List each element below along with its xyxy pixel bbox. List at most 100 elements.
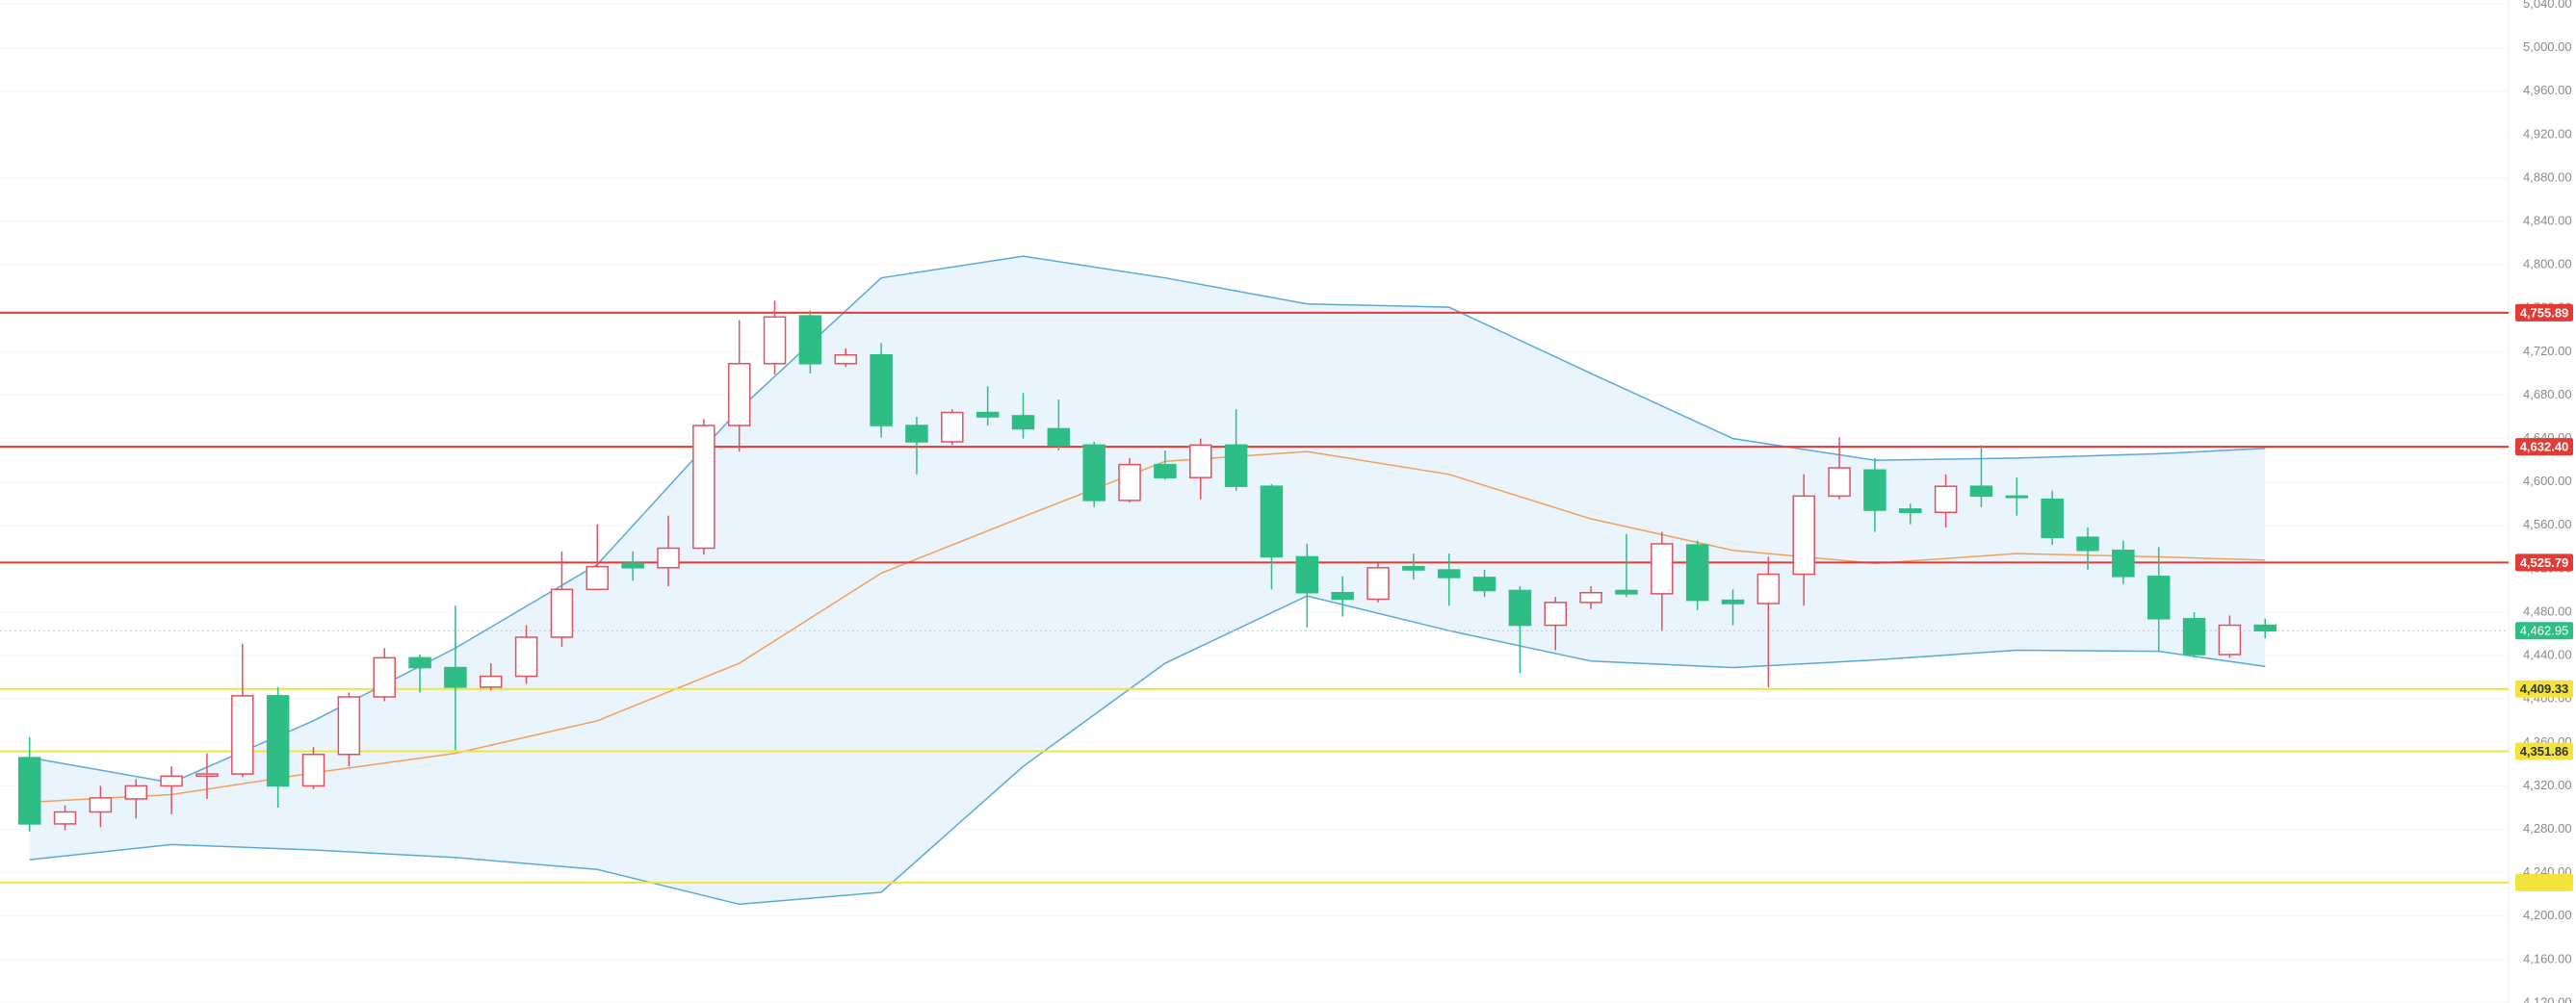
candle-body (870, 354, 893, 426)
y-tick-label: 4,280.00 (2523, 821, 2572, 836)
candle-body (692, 424, 716, 550)
y-tick-label: 5,040.00 (2523, 0, 2572, 11)
level-label: 4,632.40 (2520, 440, 2569, 454)
candle-body (1508, 589, 1532, 627)
level-label: 4,351.86 (2520, 744, 2569, 759)
candle-body (1828, 467, 1851, 498)
candle-body (941, 411, 964, 443)
band-lower (29, 595, 2266, 906)
candle-body (727, 363, 751, 426)
candle-body (1082, 444, 1106, 502)
candle-body (2041, 498, 2064, 538)
level-label-box (2515, 553, 2573, 572)
y-tick-label: 4,800.00 (2523, 257, 2572, 271)
candle-body (1402, 565, 1425, 571)
candle-body (763, 316, 787, 365)
candle-body (160, 775, 183, 787)
candle-body (444, 666, 467, 688)
candle-body (195, 773, 219, 778)
candle-body (1792, 495, 1815, 576)
y-tick-label: 4,480.00 (2523, 604, 2572, 618)
level-label-box (2515, 742, 2573, 760)
candle-body (1260, 485, 1284, 558)
y-tick-label: 4,960.00 (2523, 83, 2572, 97)
candle-body (1472, 577, 1496, 592)
level-label-box (2515, 873, 2573, 891)
y-tick-label: 4,920.00 (2523, 126, 2572, 141)
candle-body (2182, 618, 2206, 656)
candle-body (1544, 602, 1567, 627)
candle-body (514, 636, 538, 678)
candle-body (2112, 549, 2135, 578)
level-label-box (2515, 438, 2573, 456)
candle-body (1651, 543, 1674, 595)
y-tick-label: 4,880.00 (2523, 169, 2572, 184)
y-tick-label: 4,600.00 (2523, 474, 2572, 488)
candle-body (2253, 624, 2277, 631)
candle-body (231, 695, 254, 775)
candle-body (53, 810, 77, 825)
candle-body (1011, 415, 1035, 430)
candle-body (585, 565, 610, 591)
band-fill (29, 256, 2266, 905)
candle-body (621, 562, 644, 569)
candle-body (17, 757, 41, 825)
candle-body (1579, 591, 1602, 604)
candle-body (1366, 567, 1390, 601)
candle-body (2218, 624, 2242, 656)
level-label-box (2515, 303, 2573, 321)
candle-body (266, 695, 290, 787)
candle-body (1756, 573, 1781, 604)
candle-body (834, 354, 857, 365)
candle-body (1721, 599, 1745, 604)
y-tick-label: 4,680.00 (2523, 387, 2572, 401)
y-tick-label: 4,720.00 (2523, 344, 2572, 358)
y-tick-label: 4,160.00 (2523, 951, 2572, 965)
y-tick-label: 4,120.00 (2523, 994, 2572, 1003)
last-price-label: 4,462.95 (2520, 624, 2569, 638)
y-tick-label: 4,840.00 (2523, 213, 2572, 227)
candle-body (1863, 469, 1886, 511)
candle-body (373, 656, 396, 698)
candle-body (1934, 485, 1958, 514)
candle-body (1118, 463, 1141, 502)
level-label: 4,755.89 (2520, 305, 2569, 320)
candle-body (1154, 463, 1177, 478)
candle-body (1047, 427, 1071, 447)
candle-body (408, 656, 431, 669)
candle-body (301, 754, 325, 787)
candle-body (89, 797, 113, 813)
candle-body (1685, 544, 1709, 602)
candle-body (2005, 495, 2029, 499)
candle-body (550, 588, 574, 638)
last-price-box (2515, 622, 2573, 640)
y-tick-label: 4,200.00 (2523, 908, 2572, 922)
level-label-box (2515, 680, 2573, 698)
candle-body (1615, 589, 1638, 595)
candle-body (1189, 444, 1212, 478)
candle-body (124, 784, 147, 800)
candle-body (337, 696, 361, 756)
candle-body (2147, 576, 2171, 620)
y-tick-label: 4,440.00 (2523, 648, 2572, 662)
candle-body (905, 424, 928, 443)
candle-body (1969, 485, 1993, 498)
candle-body (1437, 569, 1461, 579)
y-tick-label: 5,000.00 (2523, 39, 2572, 54)
candle-body (1899, 508, 1922, 514)
candle-body (657, 547, 680, 569)
y-tick-label: 4,560.00 (2523, 517, 2572, 531)
candle-body (2076, 536, 2099, 552)
y-tick-label: 4,320.00 (2523, 778, 2572, 792)
band-upper (29, 255, 2266, 784)
candle-body (1224, 444, 1248, 487)
candle-body (480, 675, 503, 688)
level-label: 4,525.79 (2520, 555, 2569, 570)
candle-body (976, 411, 1000, 418)
candle-body (1331, 591, 1354, 601)
level-label: 4,409.33 (2520, 682, 2569, 696)
candle-body (1295, 555, 1319, 594)
candle-body (798, 315, 822, 365)
